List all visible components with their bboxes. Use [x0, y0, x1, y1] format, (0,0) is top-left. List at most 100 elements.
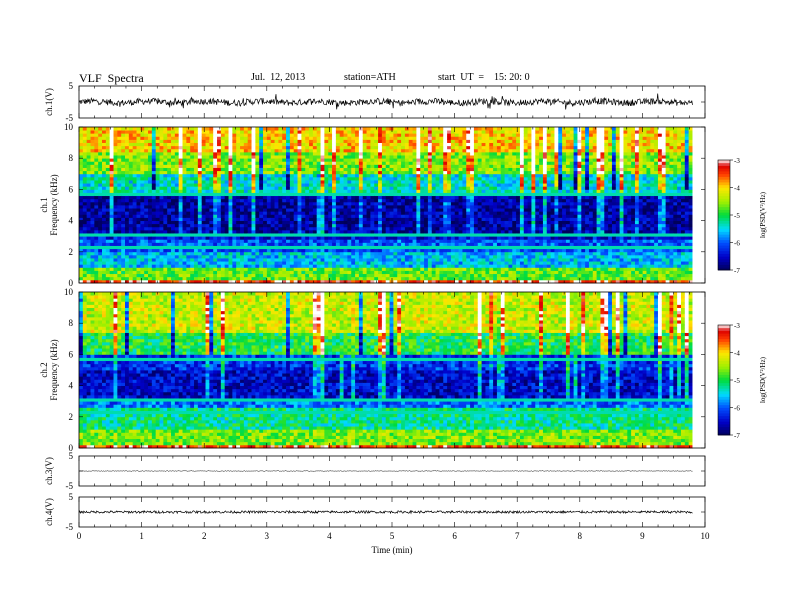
spectrogram-cell — [397, 164, 402, 168]
spectrogram-cell — [454, 261, 459, 265]
ch1-ylabel-line0: ch.1(V) — [44, 88, 54, 116]
spectrogram-cell — [312, 270, 318, 275]
spectrogram-cell — [424, 176, 429, 181]
spectrogram-cell — [82, 139, 88, 143]
spectrogram-cell — [125, 205, 130, 209]
spectrogram-cell — [301, 130, 306, 134]
spectrogram-cell — [458, 198, 463, 203]
spectrogram-cell — [351, 245, 356, 250]
spectrogram-cell — [343, 195, 348, 200]
spectrogram-cell — [408, 220, 413, 225]
spectrogram-cell — [174, 264, 180, 268]
spectrogram-cell — [197, 233, 203, 237]
spectrogram-cell — [197, 130, 203, 134]
spectrogram-cell — [125, 136, 130, 140]
spectrogram-cell — [374, 211, 379, 215]
spectrogram-cell — [247, 195, 252, 200]
spectrogram-cell — [186, 208, 191, 212]
spectrogram-cell — [381, 151, 387, 156]
spectrogram-cell — [109, 183, 114, 187]
spectrogram-cell — [243, 211, 249, 215]
spectrogram-cell — [347, 186, 352, 190]
spectrogram-cell — [274, 223, 279, 228]
spectrogram-cell — [289, 145, 295, 150]
spectrogram-cell — [305, 264, 310, 268]
spectrogram-cell — [213, 220, 218, 225]
spectrogram-cell — [186, 155, 191, 159]
spectrogram-cell — [289, 170, 295, 175]
spectrogram-cell — [201, 161, 206, 165]
spectrogram-cell — [320, 205, 325, 209]
spectrogram-cell — [213, 183, 218, 187]
spectrogram-cell — [378, 270, 383, 275]
spectrogram-cell — [270, 148, 275, 153]
spectrogram-cell — [117, 267, 122, 271]
spectrogram-cell — [163, 258, 168, 262]
spectrogram-cell — [113, 130, 118, 134]
spectrogram-cell — [389, 195, 394, 200]
spectrogram-cell — [79, 261, 84, 265]
spectrogram-cell — [355, 261, 360, 265]
spectrogram-cell — [339, 254, 344, 259]
spectrogram-cell — [105, 164, 111, 168]
spectrogram-cell — [343, 245, 348, 250]
spectrogram-cell — [148, 155, 153, 159]
spectrogram-cell — [82, 164, 88, 168]
spectrogram-cell — [447, 139, 452, 143]
spectrogram-cell — [362, 214, 367, 218]
spectrogram-cell — [362, 164, 367, 168]
spectrogram-cell — [431, 236, 436, 240]
spectrogram-cell — [86, 248, 91, 253]
spectrogram-cell — [190, 201, 195, 206]
spectrogram-cell — [151, 245, 157, 250]
spectrogram-cell — [259, 276, 264, 281]
spectrogram-cell — [297, 258, 302, 262]
spectrogram-cell — [274, 176, 279, 181]
spectrogram-cell — [259, 127, 264, 131]
spectrogram-cell — [167, 151, 172, 156]
spectrogram-cell — [309, 127, 314, 131]
spectrogram-cell — [351, 155, 356, 159]
spectrogram-cell — [374, 264, 379, 268]
spectrogram-cell — [236, 145, 241, 150]
spectrogram-cell — [186, 139, 191, 143]
spectrogram-cell — [301, 201, 306, 206]
spectrogram-cell — [270, 176, 275, 181]
spectrogram-cell — [454, 245, 459, 250]
spectrogram-cell — [194, 217, 199, 221]
spectrogram-cell — [259, 148, 264, 153]
spectrogram-cell — [412, 229, 417, 234]
spectrogram-cell — [128, 208, 134, 212]
spectrogram-cell — [274, 276, 279, 281]
spectrogram-cell — [355, 139, 360, 143]
spectrogram-cell — [339, 223, 344, 228]
spectrogram-cell — [217, 208, 222, 212]
spectrogram-cell — [190, 161, 195, 165]
spectrogram-cell — [420, 195, 425, 200]
spectrogram-cell — [205, 236, 210, 240]
spectrogram-cell — [251, 167, 256, 172]
spectrogram-cell — [224, 192, 229, 197]
spectrogram-cell — [263, 279, 268, 284]
spectrogram-cell — [148, 279, 153, 284]
spectrogram-cell — [125, 139, 130, 143]
spectrogram-cell — [205, 279, 210, 284]
spectrogram-cell — [312, 170, 318, 175]
spectrogram-cell — [297, 130, 302, 134]
spectrogram-cell — [163, 176, 168, 181]
spectrogram-cell — [305, 233, 310, 237]
spectrogram-cell — [213, 142, 218, 147]
spectrogram-cell — [420, 270, 425, 275]
spectrogram-cell — [155, 220, 160, 225]
spectrogram-cell — [109, 220, 114, 225]
spectrogram-cell — [351, 270, 356, 275]
spectrogram-cell — [240, 245, 245, 250]
spectrogram-cell — [370, 142, 375, 147]
spectrogram-cell — [109, 189, 114, 193]
spectrogram-cell — [186, 201, 191, 206]
spectrogram-cell — [289, 158, 295, 162]
spectrogram-cell — [401, 220, 406, 225]
spectrogram-cell — [274, 198, 279, 203]
spectrogram-cell — [393, 208, 398, 212]
spectrogram-cell — [113, 164, 118, 168]
